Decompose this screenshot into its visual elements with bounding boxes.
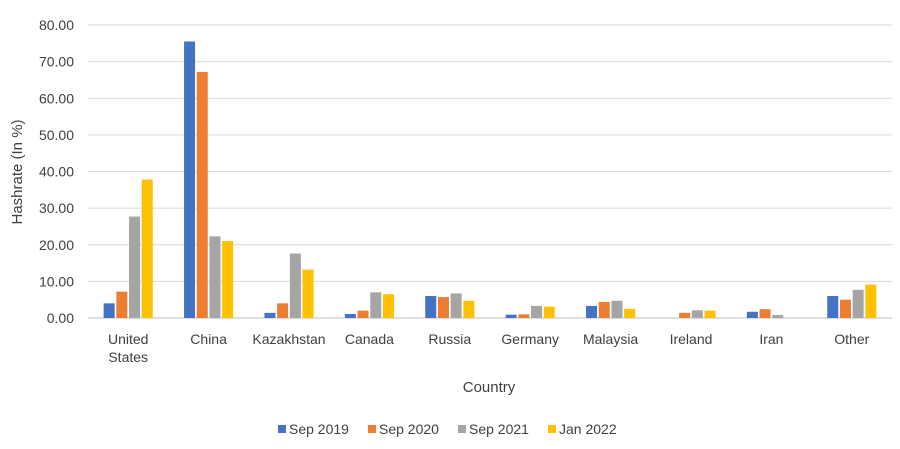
legend: Sep 2019 Sep 2020 Sep 2021 Jan 2022 [278,421,617,437]
bar-sep-2021 [852,289,864,318]
legend-label: Sep 2021 [469,421,529,437]
legend-swatch [458,425,466,433]
bar-sep-2021 [691,310,703,318]
x-axis-title: Country [463,379,516,396]
bar-sep-2019 [344,313,356,318]
y-axis-ticks: 0.00 10.00 20.00 30.00 40.00 50.00 60.00 70.00 8… [39,17,74,326]
bar-sep-2020 [116,291,128,318]
x-tick-label: United States [108,331,148,365]
x-tick-label: Russia [428,331,471,347]
x-tick-label: Iran [759,331,783,347]
bar-sep-2021 [289,253,301,318]
bar-sep-2021 [531,305,543,318]
y-tick-label: 40.00 [39,164,74,180]
x-tick-label: Germany [501,331,559,347]
legend-swatch [368,425,376,433]
y-tick-label: 10.00 [39,273,74,289]
x-tick-label: Canada [345,331,394,347]
bar-jan-2022 [624,308,636,318]
y-axis-title: Hashrate (In %) [9,119,26,224]
bar-jan-2022 [865,284,877,318]
bar-sep-2021 [370,292,382,318]
legend-label: Sep 2020 [379,421,439,437]
y-tick-label: 80.00 [39,17,74,33]
bar-sep-2019 [264,312,276,318]
x-tick-label: Other [834,331,869,347]
bar-sep-2021 [450,293,462,318]
bar-sep-2020 [437,297,449,318]
bars [103,41,877,318]
bar-sep-2019 [746,311,758,318]
bar-sep-2021 [611,300,623,318]
bar-sep-2019 [184,41,196,318]
bar-jan-2022 [382,294,394,318]
bar-sep-2021 [209,236,221,318]
x-axis-ticks: United States China Kazakhstan Canada Russia G… [108,331,870,365]
bar-jan-2022 [302,269,314,318]
bar-jan-2022 [141,179,153,318]
y-tick-label: 30.00 [39,200,74,216]
x-tick-label: Malaysia [583,331,638,347]
legend-label: Jan 2022 [559,421,617,437]
bar-sep-2021 [129,216,141,318]
bar-sep-2019 [505,314,517,318]
bar-sep-2020 [679,312,691,318]
bar-jan-2022 [222,241,234,318]
y-tick-label: 0.00 [47,310,74,326]
bar-sep-2020 [759,309,771,318]
y-tick-label: 50.00 [39,127,74,143]
bar-sep-2019 [586,305,598,318]
bar-sep-2019 [827,296,839,318]
legend-swatch [548,425,556,433]
legend-label: Sep 2019 [289,421,349,437]
y-tick-label: 60.00 [39,90,74,106]
bar-sep-2020 [598,301,610,318]
gridlines [88,24,892,319]
legend-swatch [278,425,286,433]
x-tick-label: Ireland [670,331,713,347]
x-tick-label: China [190,331,227,347]
bar-sep-2020 [839,299,851,318]
bar-sep-2020 [196,71,208,318]
bar-sep-2020 [277,303,289,318]
y-tick-label: 20.00 [39,237,74,253]
bar-sep-2019 [425,296,437,318]
bar-jan-2022 [463,300,475,318]
bar-jan-2022 [704,310,716,318]
bar-jan-2022 [543,306,555,318]
x-tick-label: Kazakhstan [252,331,325,347]
bar-sep-2021 [772,315,784,318]
bar-sep-2020 [357,310,369,318]
bar-sep-2019 [103,303,115,318]
bar-sep-2020 [518,314,530,318]
y-tick-label: 70.00 [39,54,74,70]
